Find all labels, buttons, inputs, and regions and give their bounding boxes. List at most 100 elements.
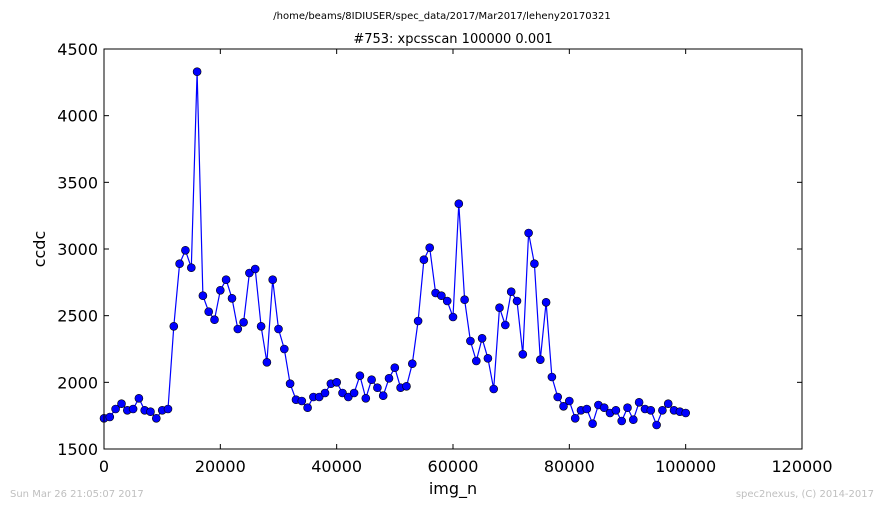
data-point [663,399,673,409]
series-line [103,71,686,427]
plot-frame [103,48,803,450]
data-point [553,392,563,402]
data-point [361,393,371,403]
data-point [524,228,533,238]
file-path-label: /home/beams/8IDIUSER/spec_data/2017/Mar2… [273,11,610,22]
data-point [198,291,208,301]
data-point [582,404,592,414]
data-point [227,293,237,303]
data-point [216,285,225,295]
y-tick-label: 3000 [57,240,98,259]
data-point [483,353,493,363]
data-point [448,312,458,322]
y-tick-label: 2000 [57,373,98,392]
data-point [460,295,469,305]
data-point [349,388,359,398]
data-point [204,307,213,317]
data-point [181,246,190,255]
data-point [442,296,452,306]
data-point [506,287,516,297]
data-point [390,363,400,373]
data-point [419,255,429,265]
data-point [373,383,382,393]
data-point [355,371,365,381]
data-point [187,263,196,273]
data-point [628,415,638,425]
data-point [547,372,557,382]
data-point [152,413,161,423]
y-axis-label: ccdc [30,231,49,268]
y-tick-label: 3500 [57,173,98,192]
data-point [332,377,342,387]
y-tick-label: 1500 [57,440,98,459]
data-point [250,264,260,274]
data-point [413,316,423,326]
data-point [634,397,644,407]
data-point [477,333,487,343]
tick-labels: 0 20000 40000 60000 80000 100000 120000 1500 200… [57,40,832,476]
x-tick-label: 100000 [655,457,716,476]
data-point [274,324,283,334]
data-point [407,359,417,369]
x-tick-label: 20000 [195,457,246,476]
data-point [134,393,144,403]
data-point [611,405,621,415]
data-point [268,275,278,285]
data-point [367,375,376,385]
data-point [530,259,539,269]
timestamp-label: Sun Mar 26 21:05:07 2017 [10,489,144,500]
data-point [617,416,627,426]
data-point [623,403,632,413]
x-tick-label: 40000 [311,457,362,476]
x-axis-label: img_n [429,479,477,499]
data-point [233,324,243,334]
chart-title: #753: xpcsscan 100000 0.001 [353,32,552,47]
data-point [512,296,522,306]
data-point [192,67,202,76]
data-point [466,336,475,346]
y-tick-label: 4500 [57,40,98,59]
data-point [256,321,266,331]
data-point [128,404,138,414]
data-point [454,199,464,208]
data-point [681,408,691,418]
data-point [117,399,126,409]
data-point [564,396,574,406]
data-point [279,344,289,354]
x-tick-label: 80000 [544,457,595,476]
data-point [425,243,435,252]
data-point [146,407,155,417]
data-point [559,401,568,411]
data-point [221,275,231,285]
credit-label: spec2nexus, (C) 2014-2017 [736,489,874,500]
data-point [646,405,656,415]
data-point [210,315,219,325]
data-point [239,317,248,327]
data-point [658,405,667,415]
x-tick-label: 0 [99,457,109,476]
data-point [402,381,411,391]
data-point [320,388,330,398]
data-point [495,303,504,313]
data-point [518,349,528,359]
y-tick-label: 2500 [57,307,98,326]
data-point [652,420,661,430]
x-tick-label: 60000 [428,457,479,476]
data-point [169,321,179,331]
data-point [303,403,312,413]
data-point [378,391,388,401]
data-point [384,373,394,383]
axis-ticks [103,48,803,450]
data-point [535,355,545,365]
data-point [297,396,307,406]
x-tick-label: 120000 [771,457,832,476]
data-point [285,379,295,389]
data-point [111,404,120,414]
data-point [105,412,115,422]
data-point [175,259,184,269]
plot-area [99,67,691,430]
data-point [541,297,551,307]
data-point [588,419,597,429]
data-point [262,357,272,367]
